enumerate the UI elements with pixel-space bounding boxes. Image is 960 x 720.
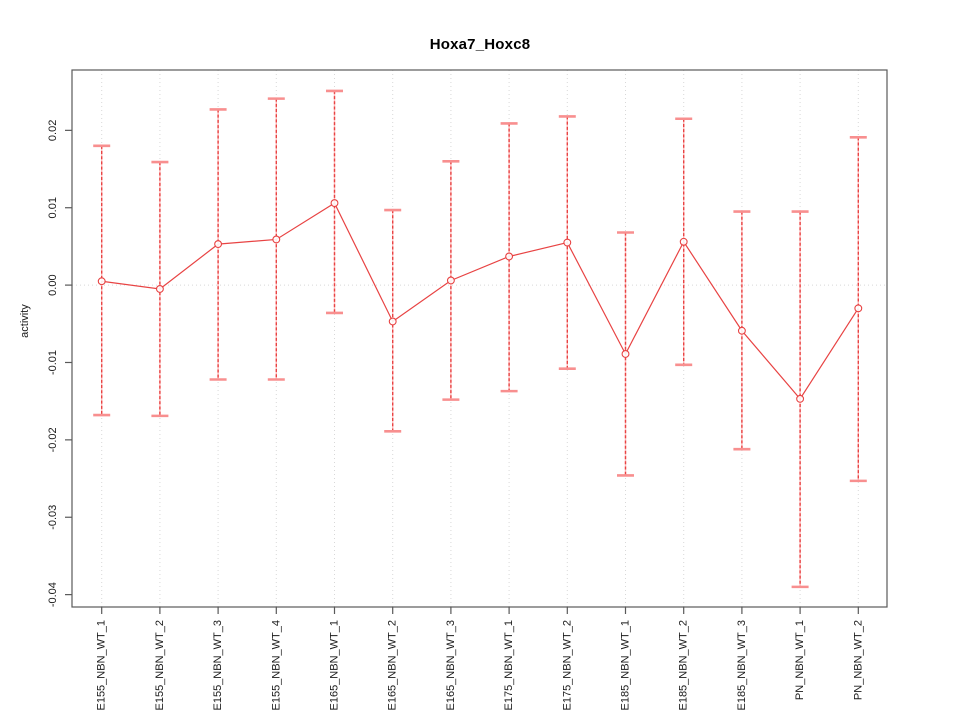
x-tick-label: E165_NBN_WT_2 xyxy=(387,620,399,711)
chart-title: Hoxa7_Hoxc8 xyxy=(429,36,531,53)
x-tick-label: E155_NBN_WT_1 xyxy=(96,620,108,711)
mean-point xyxy=(679,237,688,246)
mean-point xyxy=(621,350,630,358)
y-tick-label: -0.03 xyxy=(47,505,59,530)
x-tick-label: E165_NBN_WT_3 xyxy=(445,620,457,711)
x-tick-label: E155_NBN_WT_3 xyxy=(212,620,224,711)
mean-point xyxy=(97,277,106,286)
plot-border xyxy=(71,69,888,608)
x-tick-label: E175_NBN_WT_1 xyxy=(503,620,515,711)
mean-point xyxy=(155,285,164,293)
x-tick-label: PN_NBN_WT_1 xyxy=(794,620,806,700)
mean-point xyxy=(446,276,455,285)
y-tick-label: -0.01 xyxy=(47,350,59,375)
x-tick-label: E175_NBN_WT_2 xyxy=(561,620,573,711)
mean-point xyxy=(854,304,863,313)
y-tick-label: -0.04 xyxy=(47,582,59,607)
y-tick-label: 0.00 xyxy=(47,274,59,295)
mean-point xyxy=(737,326,746,335)
y-tick-label: -0.02 xyxy=(47,427,59,452)
y-tick-label: 0.01 xyxy=(47,197,59,218)
x-tick-label: E185_NBN_WT_2 xyxy=(678,620,690,711)
x-tick-label: E155_NBN_WT_4 xyxy=(270,620,282,711)
mean-point xyxy=(388,317,397,326)
x-tick-label: E165_NBN_WT_1 xyxy=(329,620,341,711)
mean-point xyxy=(214,240,223,249)
x-tick-label: E185_NBN_WT_3 xyxy=(736,620,748,711)
mean-point xyxy=(796,394,805,403)
mean-line xyxy=(101,202,859,400)
x-tick-label: E185_NBN_WT_1 xyxy=(620,620,632,711)
x-tick-label: E155_NBN_WT_2 xyxy=(154,620,166,711)
x-tick-label: PN_NBN_WT_2 xyxy=(852,620,864,700)
y-tick-label: 0.02 xyxy=(47,120,59,141)
mean-point xyxy=(330,199,339,208)
mean-point xyxy=(505,252,514,261)
mean-point xyxy=(272,235,281,244)
mean-point xyxy=(563,238,572,247)
